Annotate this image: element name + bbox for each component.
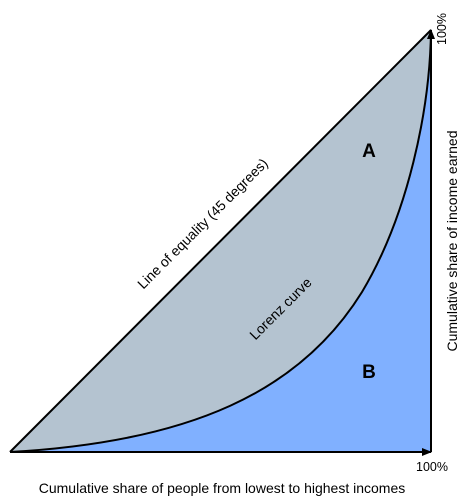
y-max-label: 100% [435, 13, 449, 45]
x-max-label: 100% [416, 460, 448, 474]
region-b-area [10, 30, 431, 452]
y-axis-label: Cumulative share of income earned [444, 130, 460, 351]
region-b-label: B [362, 362, 376, 383]
x-axis-label: Cumulative share of people from lowest t… [39, 480, 406, 496]
line-of-equality [9, 29, 432, 453]
lorenz-curve [9, 29, 432, 453]
region-a-label: A [362, 141, 376, 162]
